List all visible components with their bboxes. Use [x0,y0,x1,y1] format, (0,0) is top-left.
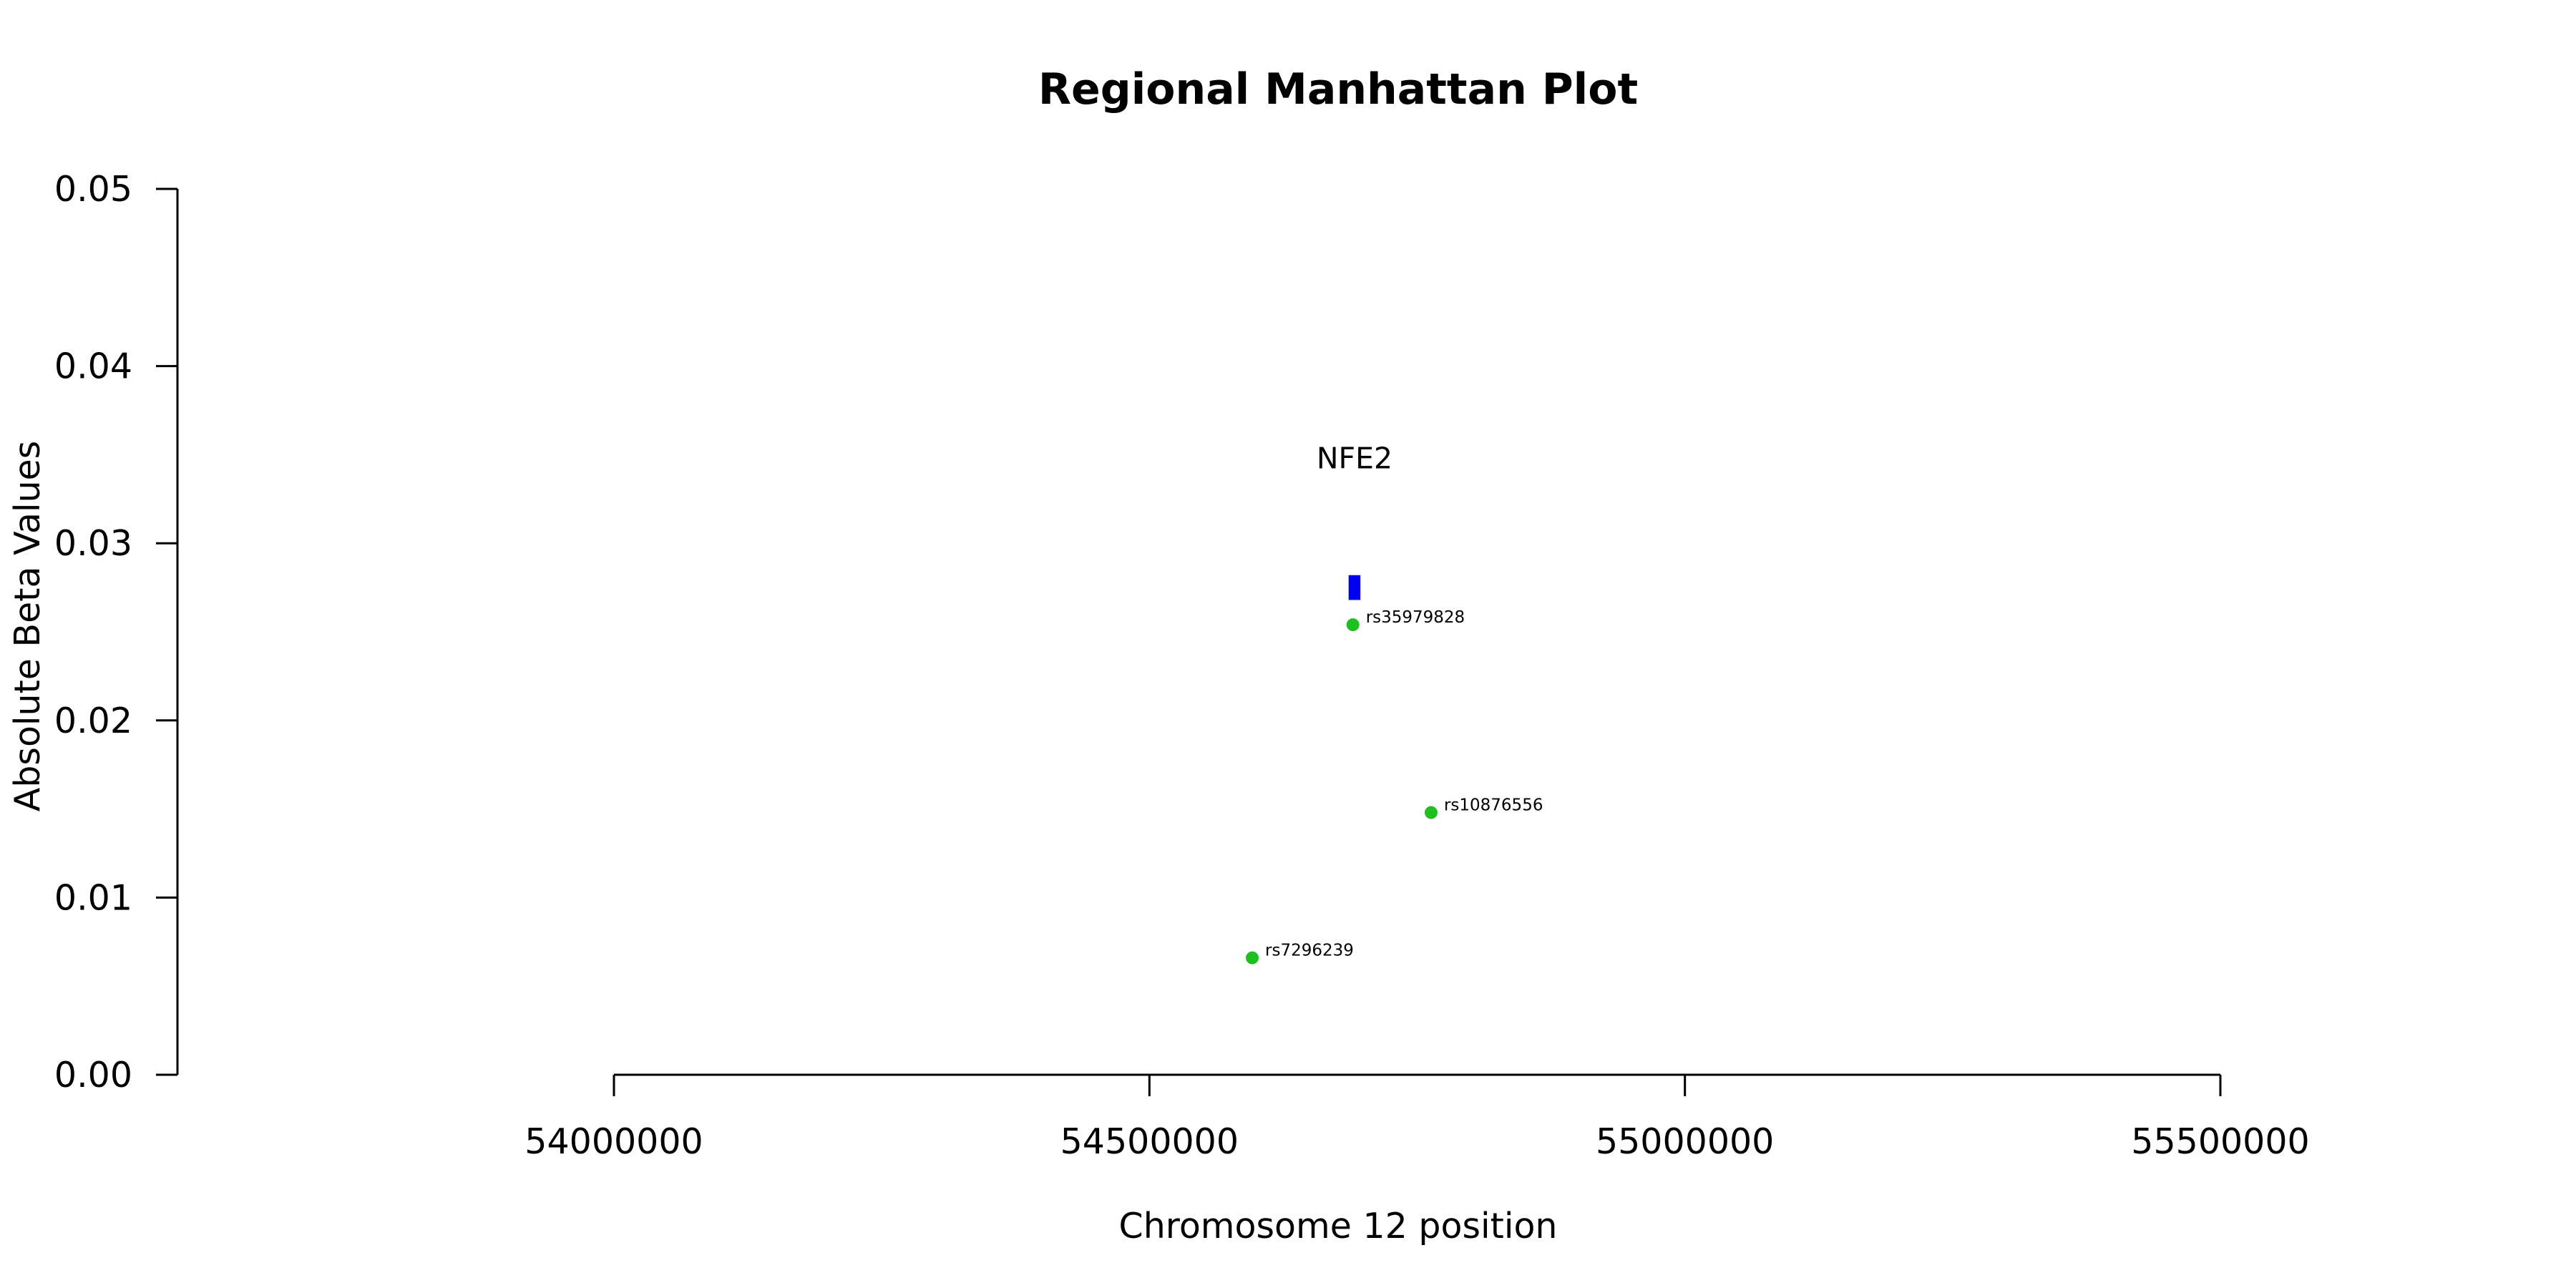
data-point [1246,951,1259,965]
data-points: rs35979828 rs10876556 rs7296239 [1246,608,1543,965]
gene-box [1348,575,1361,600]
chart-title: Regional Manhattan Plot [1038,64,1638,114]
gene-track: NFE2 [1317,441,1392,600]
y-tick-label: 0.04 [54,346,132,387]
x-tick-label: 54000000 [525,1121,703,1162]
y-tick-label: 0.01 [54,877,132,918]
y-tick-label: 0.02 [54,701,132,741]
point-label: rs10876556 [1444,796,1543,815]
data-point [1424,806,1438,819]
point-label: rs7296239 [1265,942,1354,960]
y-tick-label: 0.00 [54,1055,132,1096]
x-axis: 54000000 54500000 55000000 55500000 [525,1073,2310,1162]
x-tick-label: 55000000 [1596,1121,1774,1162]
x-tick-label: 55500000 [2131,1121,2309,1162]
y-axis-label: Absolute Beta Values [7,441,48,811]
point-label: rs35979828 [1366,608,1465,627]
y-axis: 0.00 0.01 0.02 0.03 0.04 0.05 [54,169,179,1096]
x-tick-label: 54500000 [1060,1121,1239,1162]
gene-label: NFE2 [1317,441,1392,475]
x-axis-label: Chromosome 12 position [1118,1206,1557,1246]
data-point [1346,618,1360,632]
y-tick-label: 0.03 [54,523,132,564]
y-tick-label: 0.05 [54,169,132,210]
